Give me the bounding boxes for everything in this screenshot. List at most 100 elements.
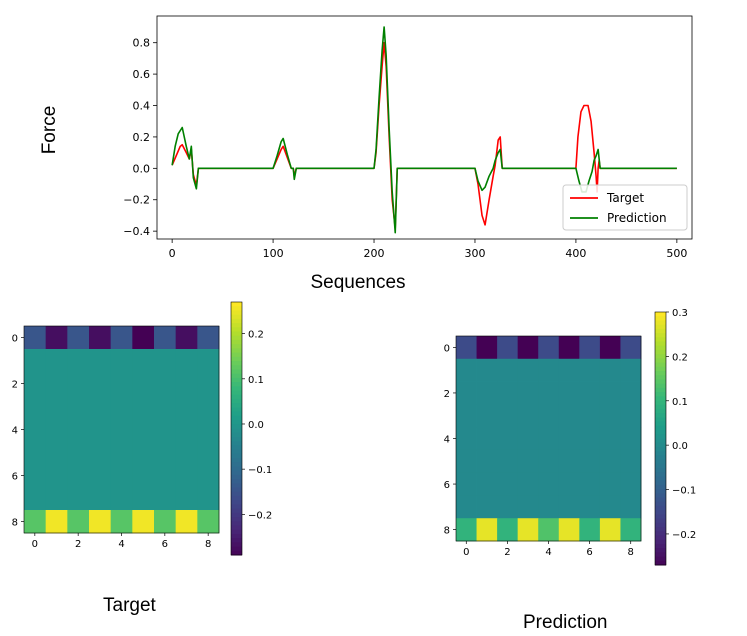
heatmap-cell: [558, 472, 580, 496]
heatmap-cell: [558, 336, 580, 360]
colorbar-segment: [231, 390, 242, 396]
heatmap-cell: [67, 510, 90, 534]
heatmap-cell: [110, 372, 133, 396]
colorbar-segment: [655, 459, 666, 465]
heatmap-cell: [497, 381, 519, 405]
colorbar-segment: [655, 413, 666, 418]
heatmap-cell: [517, 449, 539, 474]
heatmap-cell: [154, 464, 177, 488]
heatmap-cell: [476, 518, 498, 542]
heatmap-cell: [67, 372, 90, 396]
heatmap-cell: [579, 381, 601, 405]
colorbar-segment: [655, 493, 666, 499]
colorbar-segment: [231, 386, 242, 392]
heatmap-cell: [24, 349, 47, 373]
colorbar-segment: [231, 361, 242, 366]
heatmap-cell: [579, 404, 601, 428]
heatmap-cell: [154, 418, 177, 442]
colorbar-segment: [231, 365, 242, 370]
prediction-caption: Prediction: [523, 612, 608, 633]
colorbar-segment: [231, 550, 242, 556]
heatmap-cell: [110, 487, 133, 511]
heatmap-cell: [476, 358, 498, 382]
colorbar-segment: [655, 451, 666, 456]
heatmap-cell: [456, 336, 477, 360]
colorbar-segment: [655, 337, 666, 343]
colorbar-segment: [231, 525, 242, 531]
colorbar-segment: [655, 434, 666, 439]
heatmap-cell: [89, 441, 112, 465]
heatmap-cell: [175, 441, 198, 465]
heatmap-y-tick-label: 2: [444, 389, 450, 400]
colorbar-segment: [231, 529, 242, 535]
colorbar-segment: [655, 442, 666, 448]
heatmap-cell: [558, 427, 580, 451]
heatmap-cell: [517, 518, 539, 542]
colorbar-segment: [655, 527, 666, 532]
colorbar-segment: [231, 331, 242, 337]
heatmap-cell: [132, 464, 155, 488]
colorbar-segment: [231, 318, 242, 324]
colorbar-tick-label: 0.3: [672, 308, 688, 319]
colorbar-segment: [655, 345, 666, 351]
colorbar-segment: [655, 430, 666, 435]
heatmap-cell: [89, 326, 112, 350]
heatmap-cell: [456, 404, 477, 428]
colorbar-segment: [231, 382, 242, 387]
colorbar-segment: [655, 468, 666, 473]
colorbar-segment: [231, 441, 242, 446]
colorbar-segment: [655, 497, 666, 503]
heatmap-cell: [620, 449, 642, 474]
colorbar-segment: [231, 533, 242, 539]
colorbar-segment: [231, 428, 242, 434]
heatmap-cell: [497, 358, 519, 382]
heatmap-cell: [517, 472, 539, 496]
colorbar-segment: [655, 560, 666, 566]
heatmap-cell: [175, 510, 198, 534]
colorbar-segment: [231, 470, 242, 476]
colorbar-segment: [655, 341, 666, 347]
heatmap-x-tick-label: 4: [545, 547, 551, 558]
colorbar-segment: [655, 543, 666, 549]
heatmap-cell: [558, 381, 580, 405]
colorbar-segment: [231, 449, 242, 455]
heatmap-cell: [197, 395, 220, 419]
heatmap-cell: [197, 349, 220, 373]
heatmap-x-tick-label: 0: [463, 547, 469, 558]
colorbar-segment: [655, 455, 666, 461]
heatmap-cell: [620, 518, 642, 542]
colorbar-segment: [655, 408, 666, 414]
colorbar-segment: [655, 522, 666, 528]
colorbar-tick-label: −0.1: [248, 465, 272, 476]
colorbar-segment: [231, 445, 242, 451]
colorbar-segment: [231, 327, 242, 333]
colorbar-segment: [655, 484, 666, 490]
colorbar-segment: [231, 424, 242, 429]
colorbar-tick-label: 0.2: [672, 352, 688, 363]
heatmap-cell: [24, 487, 47, 511]
heatmap-y-tick-label: 4: [444, 435, 450, 446]
heatmap-cell: [67, 464, 90, 488]
heatmap-cell: [132, 441, 155, 465]
heatmap-x-tick-label: 6: [162, 539, 168, 550]
heatmap-cell: [197, 464, 220, 488]
heatmap-cell: [110, 418, 133, 442]
heatmap-cell: [154, 395, 177, 419]
colorbar-segment: [655, 375, 666, 380]
heatmap-cell: [497, 404, 519, 428]
y-tick-label: 0.4: [133, 100, 151, 113]
colorbar-segment: [231, 356, 242, 362]
heatmap-cell: [538, 518, 560, 542]
heatmap-cell: [558, 404, 580, 428]
heatmap-cell: [620, 472, 642, 496]
heatmap-y-tick-label: 0: [444, 343, 450, 354]
colorbar-segment: [655, 371, 666, 376]
heatmap-cell: [599, 472, 621, 496]
colorbar-tick-label: 0.1: [248, 375, 264, 386]
colorbar-segment: [231, 521, 242, 526]
heatmap-cell: [175, 418, 198, 442]
heatmap-cell: [197, 441, 220, 465]
heatmap-cell: [538, 404, 560, 428]
heatmap-cell: [599, 336, 621, 360]
colorbar-segment: [655, 312, 666, 317]
